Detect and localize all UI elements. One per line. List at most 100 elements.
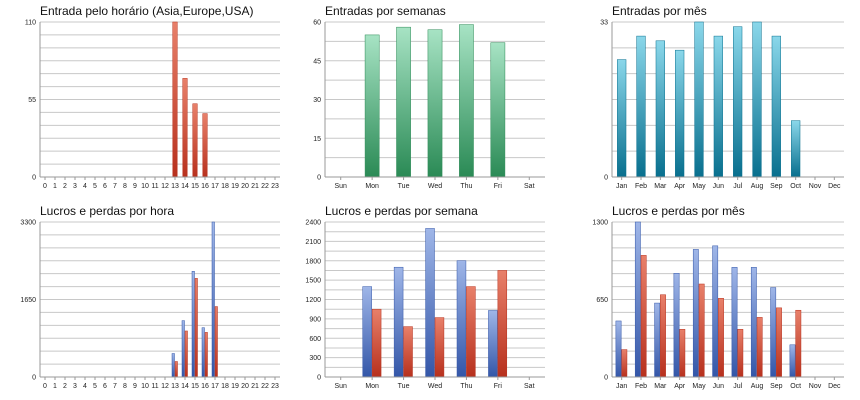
y-tick-label: 1800 [305,258,321,265]
chart-panel-profit-loss-by-week: Lucros e perdas por semana 0 300 600 900 120… [305,204,545,396]
y-tick-label: 1650 [20,297,36,304]
x-tick-label: Feb [635,183,647,190]
chart-canvas: 0 15 30 45 60 Sun Mon Tue Wed Thu Fri Sat [313,20,545,190]
x-tick-label: 21 [251,383,259,390]
x-tick-label: Jun [713,383,724,390]
x-tick-label: 10 [141,383,149,390]
y-tick-label: 1200 [305,297,321,304]
x-tick-label: 5 [93,183,97,190]
x-tick-label: 13 [171,383,179,390]
bar [488,310,498,378]
bar [713,35,723,178]
bar [497,270,508,378]
chart-title: Entradas por semanas [325,4,446,18]
bar [192,103,198,178]
chart-canvas: 0 33 Jan Feb Mar Apr May Jun Jul Aug Sep Oct Nov Dec [600,20,844,190]
x-tick-label: May [692,383,706,390]
x-tick-label: Fri [494,383,503,390]
x-tick-label: Oct [790,183,801,190]
y-tick-label: 2400 [305,220,321,227]
x-tick-label: Tue [398,183,410,190]
bar [795,309,802,378]
x-tick-label: Sep [770,183,783,190]
bar [194,278,198,378]
x-tick-label: 11 [151,383,158,390]
x-tick-label: Jan [616,383,627,390]
bar [490,42,506,178]
x-tick-label: 6 [103,183,107,190]
y-tick-label: 110 [25,20,36,27]
x-tick-label: Fri [494,183,503,190]
x-tick-label: Sep [770,383,783,390]
x-tick-label: Thu [460,183,472,190]
x-tick-label: 18 [221,383,229,390]
x-tick-label: 4 [83,183,87,190]
bar [171,353,175,378]
x-tick-label: 13 [171,183,179,190]
x-tick-label: Nov [809,383,822,390]
bar [660,294,666,378]
y-tick-label: 15 [313,136,321,143]
x-tick-label: Thu [460,383,472,390]
bar [459,24,474,178]
x-tick-label: 23 [271,183,279,190]
x-tick-label: Jun [713,183,724,190]
x-tick-label: Tue [398,383,410,390]
bar [396,26,411,178]
bar [673,273,680,378]
x-tick-label: 20 [241,183,249,190]
bar [617,59,627,178]
chart-title: Lucros e perdas por hora [40,204,175,218]
bar [733,26,743,178]
chart-panel-profit-loss-by-month: Lucros e perdas por mês 0 650 1300 Jan Feb Ma… [592,204,844,396]
bar [692,249,699,378]
bar [791,120,801,178]
x-tick-label: 9 [133,183,137,190]
chart-panel-entries-by-week: Entradas por semanas 0 15 30 45 60 Sun Mon Tue W… [313,4,545,196]
x-tick-label: 2 [63,183,67,190]
y-tick-label: 55 [28,97,36,104]
x-tick-label: 0 [43,183,47,190]
bar [621,349,628,378]
x-tick-label: Mon [365,183,379,190]
x-tick-label: Mon [365,383,379,390]
y-tick-label: 650 [596,297,608,304]
bar [362,286,372,378]
bar [789,344,796,378]
x-tick-label: Sun [334,383,347,390]
x-tick-label: 16 [201,383,209,390]
chart-panel-entries-by-hour: Entrada pelo horário (Asia,Europe,USA) 0… [25,4,280,196]
x-tick-label: 6 [103,383,107,390]
y-tick-label: 33 [600,20,608,27]
x-tick-label: Sun [334,183,347,190]
x-tick-label: 1 [53,383,57,390]
x-tick-label: 3 [73,183,77,190]
x-tick-label: 14 [181,183,189,190]
chart-canvas: 0 300 600 900 1200 1500 1800 2100 2400 Sun Mon Tue W… [305,220,545,390]
y-tick-label: 0 [317,375,321,382]
x-tick-label: Sat [524,183,535,190]
x-tick-label: 22 [261,383,269,390]
bar [679,329,686,378]
x-tick-label: Dec [828,183,841,190]
bar [211,221,215,378]
x-tick-label: 15 [191,383,199,390]
x-tick-label: 1 [53,183,57,190]
x-tick-label: Oct [790,383,801,390]
y-tick-label: 600 [309,336,321,343]
x-tick-label: 20 [241,383,249,390]
chart-title: Lucros e perdas por semana [325,204,478,218]
x-tick-label: 8 [123,183,127,190]
x-tick-label: 14 [181,383,189,390]
y-tick-label: 1500 [305,278,321,285]
chart-title: Lucros e perdas por mês [612,204,745,218]
bar [172,21,178,178]
x-tick-label: Aug [751,183,764,190]
x-tick-label: Jul [733,383,742,390]
bar [427,29,443,178]
x-tick-label: 21 [251,183,259,190]
x-tick-label: 4 [83,383,87,390]
y-tick-label: 3300 [20,220,36,227]
